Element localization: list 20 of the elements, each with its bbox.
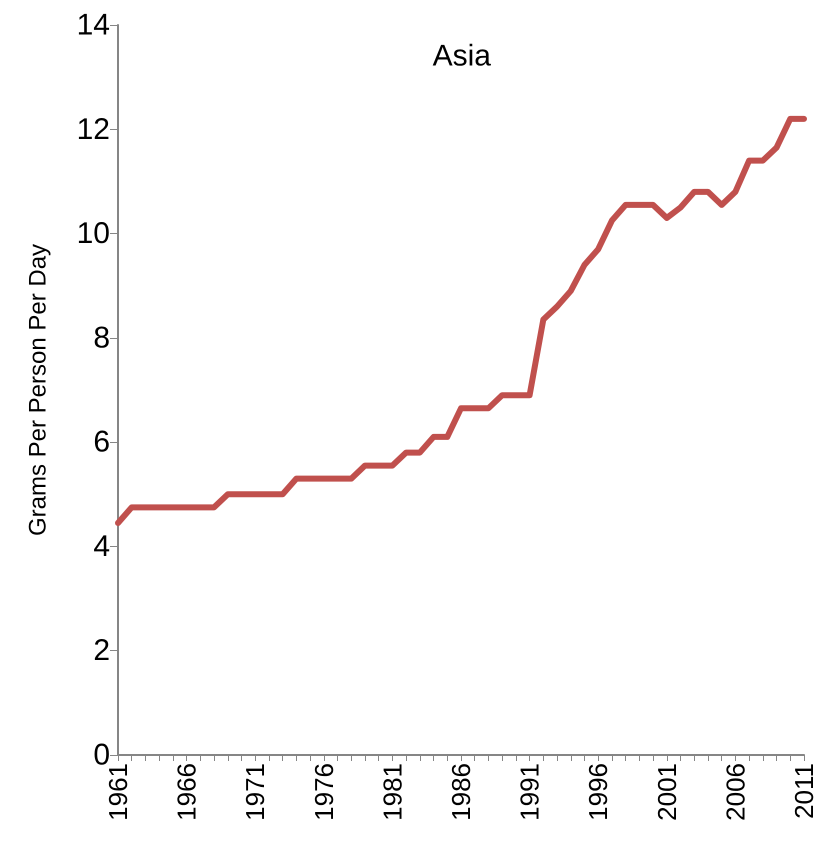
x-tick-label: 1971: [240, 763, 270, 821]
x-tick-label: 2006: [720, 763, 750, 821]
text: Asia: [432, 40, 492, 72]
x-tick-label: 1986: [446, 763, 476, 821]
x-tick-label: 2011: [789, 763, 819, 819]
x-tick-label: 1976: [308, 763, 339, 821]
y-tick-label: 14: [76, 8, 110, 42]
x-tick-label: 1981: [377, 763, 408, 821]
x-tick-label: 1966: [172, 763, 202, 821]
y-tick-label: 0: [93, 738, 110, 772]
y-tick-label: 6: [93, 426, 110, 459]
y-tick-label: 12: [76, 112, 110, 146]
x-tick-label: 1996: [583, 763, 614, 821]
y-tick-label: 10: [76, 217, 110, 250]
x-tick-label: 1991: [514, 763, 545, 821]
y-tick-label: 8: [93, 321, 110, 354]
y-tick-label: 4: [93, 530, 110, 563]
x-tick-label: 2001: [652, 763, 682, 821]
y-tick-label: 2: [93, 634, 110, 668]
y-axis-title: Grams Per Person Per Day: [24, 244, 52, 536]
